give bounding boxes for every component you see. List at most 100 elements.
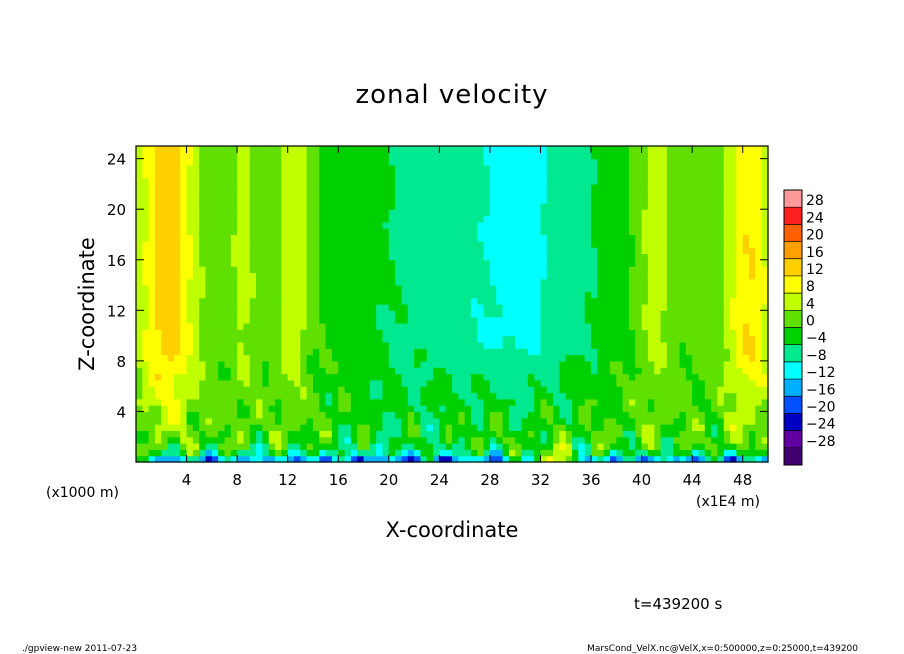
heatmap-cell	[647, 209, 655, 217]
heatmap-cell	[610, 310, 617, 318]
heatmap-cell	[698, 417, 706, 425]
heatmap-cell	[641, 183, 649, 191]
heatmap-cell	[249, 196, 257, 204]
heatmap-cell	[142, 392, 150, 400]
heatmap-cell	[692, 247, 700, 255]
heatmap-cell	[508, 196, 516, 204]
heatmap-cell	[148, 443, 156, 450]
heatmap-cell	[205, 398, 213, 406]
heatmap-cell	[540, 411, 548, 419]
heatmap-cell	[281, 177, 289, 185]
heatmap-cell	[711, 196, 719, 204]
heatmap-cell	[142, 253, 150, 261]
heatmap-cell	[489, 228, 497, 236]
heatmap-cell	[407, 443, 415, 450]
heatmap-cell	[224, 177, 232, 185]
heatmap-cell	[167, 379, 175, 387]
heatmap-cell	[622, 202, 630, 210]
heatmap-cell	[281, 436, 289, 444]
heatmap-cell	[692, 183, 700, 191]
heatmap-cell	[685, 392, 693, 400]
heatmap-cell	[673, 379, 681, 387]
heatmap-cell	[439, 190, 447, 198]
heatmap-cell	[515, 215, 523, 223]
heatmap-cell	[597, 443, 605, 450]
heatmap-cell	[224, 247, 232, 255]
heatmap-cell	[262, 158, 270, 166]
heatmap-cell	[325, 266, 333, 273]
heatmap-cell	[312, 266, 320, 273]
heatmap-cell	[401, 449, 409, 457]
heatmap-cell	[325, 152, 333, 160]
heatmap-cell	[572, 164, 579, 172]
heatmap-cell	[673, 190, 681, 198]
heatmap-cell	[420, 316, 428, 324]
heatmap-cell	[452, 152, 459, 160]
heatmap-cell	[483, 253, 491, 261]
heatmap-cell	[186, 190, 194, 198]
heatmap-cell	[388, 240, 396, 248]
heatmap-cell	[445, 228, 453, 236]
heatmap-cell	[287, 221, 295, 229]
heatmap-cell	[218, 234, 226, 242]
heatmap-cell	[275, 379, 282, 387]
heatmap-cell	[470, 373, 478, 381]
heatmap-cell	[578, 322, 586, 330]
heatmap-cell	[527, 183, 535, 191]
heatmap-cell	[136, 443, 143, 450]
heatmap-cell	[300, 360, 308, 368]
heatmap-cell	[249, 373, 257, 381]
heatmap-cell	[312, 164, 320, 172]
heatmap-cell	[395, 291, 403, 299]
heatmap-cell	[572, 171, 579, 179]
heatmap-cell	[553, 152, 561, 160]
heatmap-cell	[439, 177, 447, 185]
heatmap-cell	[287, 335, 295, 343]
heatmap-cell	[173, 253, 181, 261]
heatmap-cell	[458, 455, 466, 463]
heatmap-cell	[294, 234, 301, 242]
heatmap-cell	[597, 379, 605, 387]
heatmap-cell	[591, 335, 598, 343]
heatmap-cell	[704, 392, 712, 400]
heatmap-cell	[167, 291, 175, 299]
heatmap-cell	[294, 417, 301, 425]
heatmap-cell	[464, 424, 472, 431]
heatmap-cell	[211, 348, 219, 356]
heatmap-cell	[534, 272, 542, 280]
heatmap-cell	[578, 449, 586, 457]
heatmap-cell	[679, 335, 687, 343]
heatmap-cell	[148, 335, 156, 343]
heatmap-cell	[685, 379, 693, 387]
heatmap-cell	[407, 158, 415, 166]
heatmap-cell	[452, 360, 459, 368]
heatmap-cell	[666, 259, 674, 267]
heatmap-cell	[344, 443, 352, 450]
heatmap-cell	[230, 171, 238, 179]
heatmap-cell	[717, 190, 725, 198]
heatmap-cell	[401, 253, 409, 261]
heatmap-cell	[186, 266, 194, 273]
heatmap-cell	[211, 424, 219, 431]
heatmap-cell	[148, 297, 156, 305]
heatmap-cell	[300, 430, 308, 438]
heatmap-cell	[433, 329, 440, 337]
heatmap-cell	[534, 392, 542, 400]
heatmap-cell	[654, 354, 662, 362]
heatmap-cell	[698, 228, 706, 236]
heatmap-cell	[306, 202, 314, 210]
heatmap-cell	[755, 253, 763, 261]
heatmap-cell	[736, 430, 744, 438]
heatmap-cell	[458, 322, 466, 330]
heatmap-cell	[641, 310, 649, 318]
heatmap-cell	[180, 398, 188, 406]
heatmap-cell	[281, 322, 289, 330]
heatmap-cell	[136, 278, 143, 286]
heatmap-cell	[325, 285, 333, 292]
heatmap-cell	[300, 443, 308, 450]
heatmap-cell	[414, 392, 421, 400]
heatmap-cell	[565, 304, 573, 311]
heatmap-cell	[439, 259, 447, 267]
heatmap-cell	[527, 259, 535, 267]
heatmap-cell	[578, 285, 586, 292]
